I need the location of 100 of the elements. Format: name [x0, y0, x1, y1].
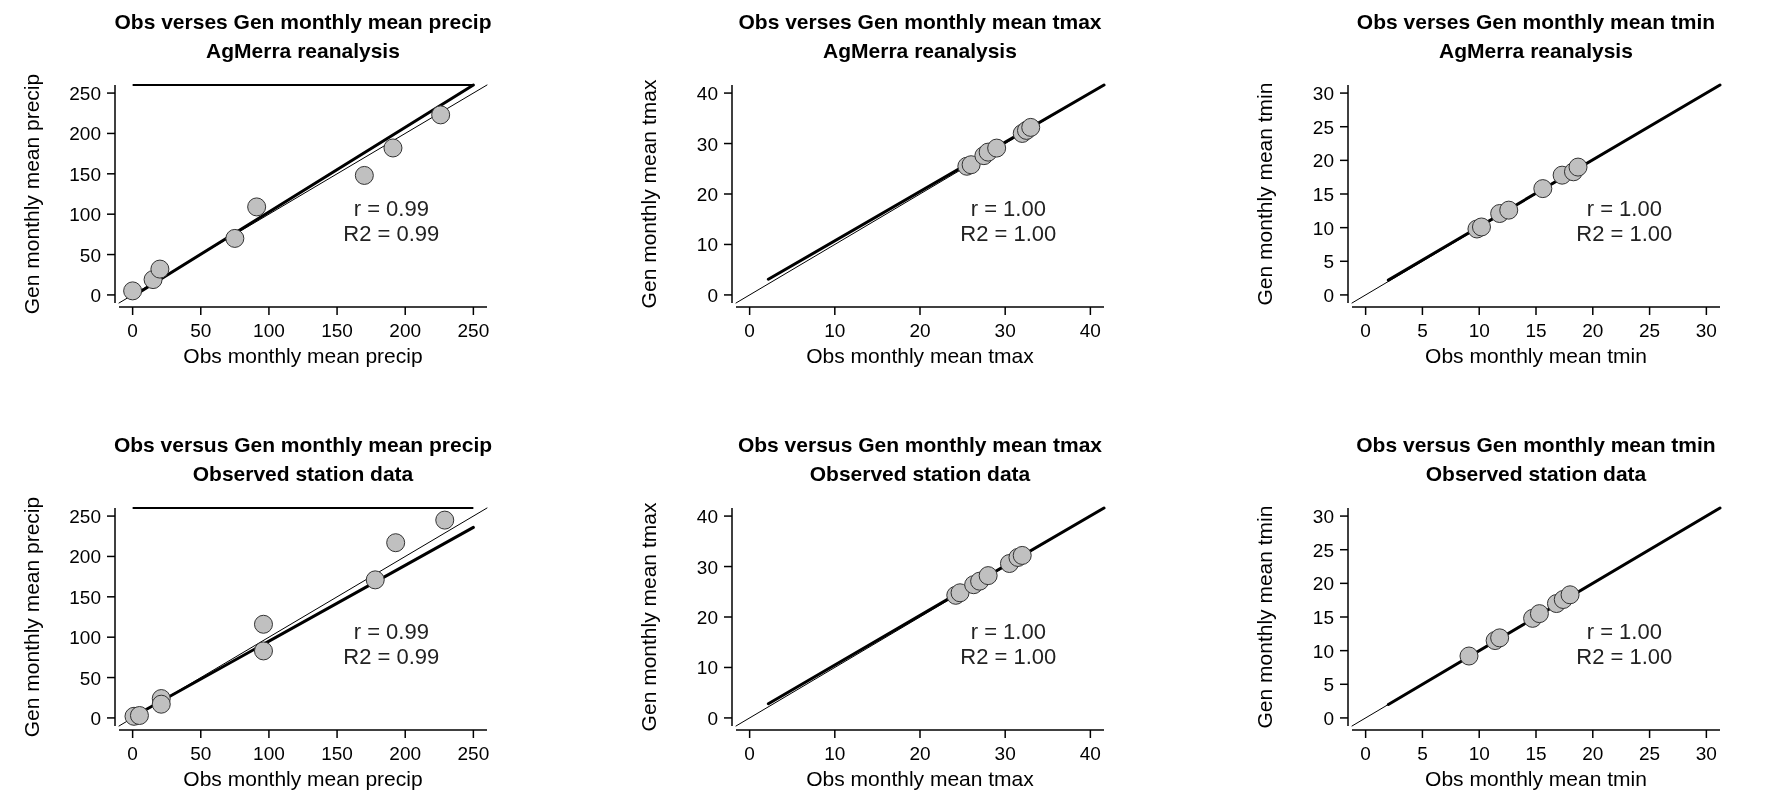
y-tick-label: 30: [696, 556, 718, 578]
y-tick-label: 15: [1312, 184, 1334, 205]
y-tick-label: 100: [69, 627, 101, 649]
y-tick-label: 0: [1323, 707, 1334, 729]
chart-subtitle: AgMerra reanalysis: [1439, 39, 1633, 62]
x-tick-label: 250: [457, 743, 490, 764]
x-tick-label: 5: [1417, 743, 1428, 764]
x-tick-label: 30: [994, 320, 1016, 341]
x-tick-label: 0: [1360, 743, 1371, 764]
x-tick-label: 0: [744, 743, 755, 764]
y-tick-label: 10: [696, 234, 718, 256]
chart-subtitle: AgMerra reanalysis: [206, 39, 400, 62]
y-tick-label: 20: [1312, 573, 1334, 595]
x-tick-label: 50: [190, 743, 212, 764]
y-axis-title: Gen monthly mean precip: [20, 496, 43, 738]
x-tick-label: 25: [1639, 320, 1661, 341]
y-tick-label: 40: [696, 506, 718, 528]
x-tick-label: 10: [824, 320, 846, 341]
x-tick-label: 10: [1468, 743, 1490, 764]
y-axis-title: Gen monthly mean precip: [20, 73, 43, 315]
x-tick-label: 15: [1525, 320, 1547, 341]
x-tick-label: 0: [1360, 320, 1371, 341]
y-tick-label: 15: [1312, 607, 1334, 628]
y-tick-label: 40: [696, 83, 718, 105]
x-tick-label: 250: [457, 320, 490, 341]
y-tick-label: 5: [1323, 251, 1334, 273]
chart-title: Obs verses Gen monthly mean tmax: [738, 10, 1102, 33]
x-axis-title: Obs monthly mean tmin: [1425, 767, 1647, 790]
chart-title: Obs verses Gen monthly mean tmin: [1356, 10, 1716, 33]
x-tick-label: 150: [321, 320, 353, 341]
x-axis-title: Obs monthly mean tmin: [1425, 344, 1647, 367]
x-tick-label: 0: [127, 743, 138, 764]
x-tick-label: 100: [253, 320, 285, 341]
annotation: r = 1.00: [1586, 618, 1662, 644]
x-tick-label: 15: [1525, 743, 1547, 764]
x-tick-label: 200: [389, 743, 422, 764]
chart-title: Obs verses Gen monthly mean precip: [114, 10, 492, 33]
annotation: r = 0.99: [353, 618, 429, 644]
chart-title: Obs versus Gen monthly mean precip: [113, 433, 493, 456]
x-tick-label: 40: [1079, 320, 1101, 341]
x-tick-label: 20: [1582, 743, 1604, 764]
x-tick-label: 150: [321, 743, 353, 764]
annotation: R2 = 0.99: [343, 220, 440, 246]
y-tick-label: 5: [1323, 674, 1334, 696]
y-tick-label: 0: [707, 284, 718, 306]
chart-title: Obs versus Gen monthly mean tmax: [737, 433, 1103, 456]
x-tick-label: 30: [1695, 320, 1717, 341]
y-tick-label: 25: [1312, 539, 1334, 561]
y-tick-label: 0: [90, 707, 101, 729]
x-tick-label: 30: [1695, 743, 1717, 764]
y-tick-label: 30: [696, 133, 718, 155]
annotation: R2 = 1.00: [960, 643, 1057, 669]
x-tick-label: 0: [744, 320, 755, 341]
y-tick-label: 20: [1312, 150, 1334, 172]
x-axis-title: Obs monthly mean precip: [183, 767, 423, 790]
y-tick-label: 0: [1323, 284, 1334, 306]
y-tick-label: 20: [696, 607, 718, 628]
x-tick-label: 25: [1639, 743, 1661, 764]
chart-subtitle: Observed station data: [809, 462, 1031, 485]
chart-subtitle: Observed station data: [192, 462, 414, 485]
x-axis-title: Obs monthly mean tmax: [806, 344, 1035, 367]
y-tick-label: 10: [696, 657, 718, 679]
y-tick-label: 50: [79, 667, 101, 689]
y-tick-label: 25: [1312, 116, 1334, 138]
x-tick-label: 20: [1582, 320, 1604, 341]
annotation: r = 1.00: [1586, 195, 1662, 221]
y-axis-title: Gen monthly mean tmax: [637, 502, 660, 732]
x-tick-label: 50: [190, 320, 212, 341]
y-tick-label: 0: [90, 284, 101, 306]
y-axis-title: Gen monthly mean tmin: [1253, 505, 1276, 729]
y-tick-label: 150: [69, 586, 101, 608]
chart-subtitle: AgMerra reanalysis: [823, 39, 1017, 62]
x-tick-label: 20: [909, 743, 931, 764]
chart-subtitle: Observed station data: [1425, 462, 1647, 485]
y-axis-title: Gen monthly mean tmin: [1253, 82, 1276, 306]
y-tick-label: 200: [69, 546, 101, 568]
y-tick-label: 250: [69, 506, 101, 528]
annotation: R2 = 0.99: [343, 643, 440, 669]
annotation: R2 = 1.00: [960, 220, 1057, 246]
x-tick-label: 30: [994, 743, 1016, 764]
y-tick-label: 150: [69, 163, 101, 185]
y-axis-title: Gen monthly mean tmax: [637, 79, 660, 309]
annotation: r = 1.00: [970, 618, 1046, 644]
y-tick-label: 200: [69, 123, 101, 145]
annotation: r = 1.00: [970, 195, 1046, 221]
y-tick-label: 10: [1312, 640, 1334, 662]
x-tick-label: 10: [1468, 320, 1490, 341]
y-tick-label: 30: [1312, 506, 1334, 528]
y-tick-label: 50: [79, 244, 101, 266]
x-tick-label: 40: [1079, 743, 1101, 764]
x-tick-label: 5: [1417, 320, 1428, 341]
y-tick-label: 10: [1312, 217, 1334, 239]
y-tick-label: 250: [69, 83, 101, 105]
annotation: R2 = 1.00: [1576, 643, 1673, 669]
x-tick-label: 10: [824, 743, 846, 764]
annotation: r = 0.99: [353, 195, 429, 221]
y-tick-label: 20: [696, 184, 718, 205]
x-axis-title: Obs monthly mean precip: [183, 344, 423, 367]
x-tick-label: 20: [909, 320, 931, 341]
x-axis-title: Obs monthly mean tmax: [806, 767, 1035, 790]
